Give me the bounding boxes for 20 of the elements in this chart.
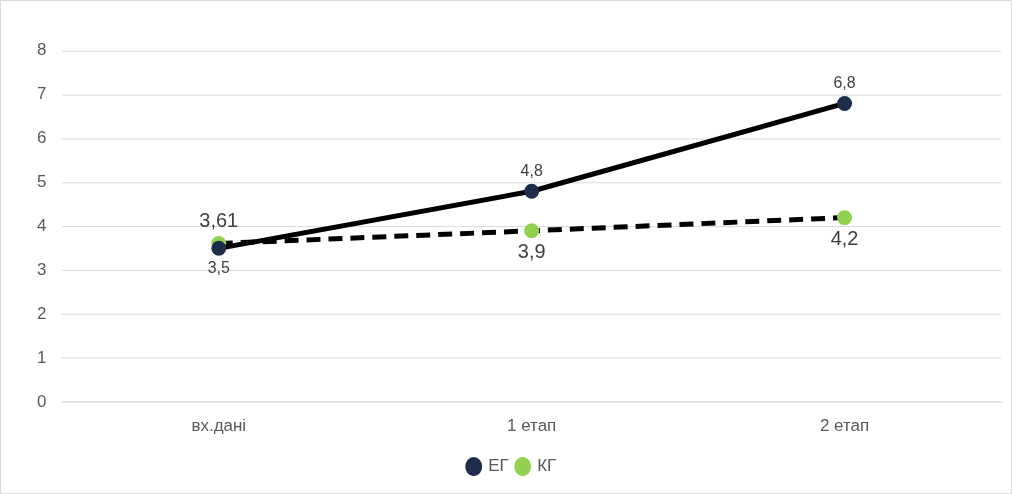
x-tick-label: вх.дані	[191, 415, 247, 435]
legend-label: КГ	[537, 456, 557, 476]
x-tick-label: 1 етап	[507, 415, 557, 435]
x-tick-label: 2 етап	[819, 415, 870, 435]
y-tick-label: 7	[36, 84, 47, 104]
data-label: 4,8	[520, 161, 543, 179]
data-label: 4,2	[830, 227, 859, 249]
data-label: 3,9	[517, 240, 546, 263]
y-tick-label: 6	[36, 128, 47, 148]
data-label: 3,61	[199, 209, 239, 232]
y-tick-label: 3	[36, 259, 47, 279]
data-label: 3,5	[207, 258, 231, 276]
y-tick-label: 4	[36, 216, 47, 236]
y-tick-label: 1	[36, 347, 47, 367]
y-tick-label: 5	[36, 172, 47, 192]
legend-label: ЕГ	[488, 456, 509, 476]
data-label: 6,8	[833, 73, 856, 91]
y-tick-label: 0	[36, 391, 47, 411]
y-tick-label: 2	[36, 303, 47, 323]
y-tick-label: 8	[36, 40, 47, 60]
